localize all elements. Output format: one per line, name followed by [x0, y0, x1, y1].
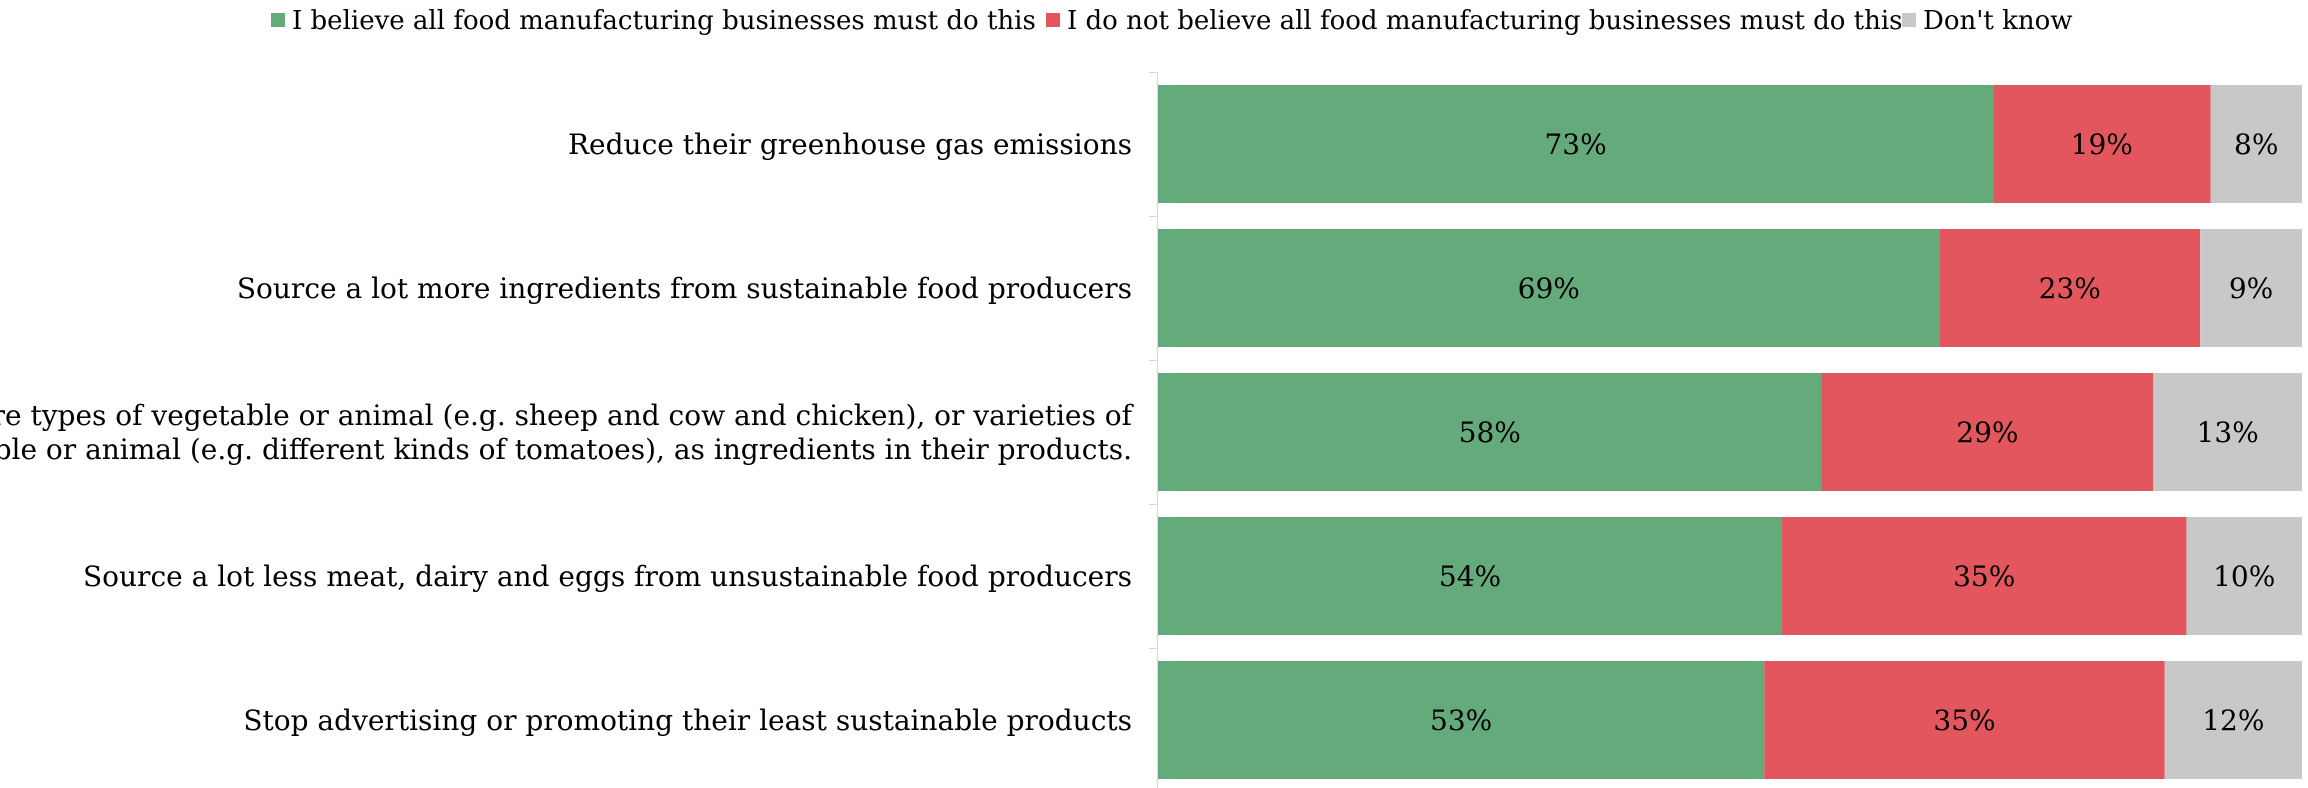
- bar-segment: [1158, 85, 1994, 203]
- bar-segment: [2210, 85, 2302, 203]
- category-label: Use more types of vegetable or animal (e…: [0, 399, 1135, 432]
- legend-swatch-2: [1046, 13, 1060, 27]
- legend-label-3: Don't know: [1923, 6, 2073, 36]
- data-label: 19%: [2071, 128, 2133, 161]
- data-label: 58%: [1459, 416, 1521, 449]
- bar-segment: [1821, 373, 2154, 491]
- y-axis-ticks: [1149, 72, 1158, 649]
- category-label: Stop advertising or promoting their leas…: [243, 704, 1132, 737]
- bar-segment: [1158, 373, 1822, 491]
- bar-segment: [2200, 229, 2302, 347]
- bar-segment: [1764, 661, 2165, 779]
- category-label: vegetable or animal (e.g. different kind…: [0, 433, 1132, 466]
- data-label: 9%: [2229, 272, 2273, 305]
- bar-segment: [1158, 661, 1765, 779]
- data-label: 69%: [1518, 272, 1580, 305]
- data-label: 35%: [1933, 704, 1995, 737]
- category-label: Reduce their greenhouse gas emissions: [568, 128, 1132, 161]
- bar-segment: [1993, 85, 2211, 203]
- data-label: 35%: [1953, 560, 2015, 593]
- bar-segment: [2186, 517, 2302, 635]
- data-label: 8%: [2234, 128, 2278, 161]
- category-label: Source a lot more ingredients from susta…: [237, 272, 1132, 305]
- bar-segment: [2153, 373, 2302, 491]
- data-label: 23%: [2039, 272, 2101, 305]
- legend: I believe all food manufacturing busines…: [271, 6, 2073, 36]
- category-label: Source a lot less meat, dairy and eggs f…: [83, 560, 1132, 593]
- bar-segment: [2164, 661, 2302, 779]
- legend-swatch-3: [1902, 13, 1916, 27]
- legend-label-1: I believe all food manufacturing busines…: [292, 6, 1036, 36]
- data-label: 54%: [1439, 560, 1501, 593]
- category-labels: Reduce their greenhouse gas emissions Sou…: [0, 128, 1135, 737]
- data-label: 13%: [2197, 416, 2259, 449]
- data-label: 53%: [1430, 704, 1492, 737]
- bar-segment: [1782, 517, 2187, 635]
- data-label: 29%: [1956, 416, 2018, 449]
- bars: 73% 19% 8% 69% 23% 9% 58% 29% 13% 54% 35% 10% 53% 35%…: [1158, 85, 2302, 779]
- data-label: 12%: [2202, 704, 2264, 737]
- legend-swatch-1: [271, 13, 285, 27]
- legend-label-2: I do not believe all food manufacturing …: [1067, 6, 1902, 36]
- bar-segment: [1158, 517, 1782, 635]
- data-label: 10%: [2213, 560, 2275, 593]
- data-label: 73%: [1544, 128, 1606, 161]
- bar-segment: [1158, 229, 1940, 347]
- bar-segment: [1939, 229, 2201, 347]
